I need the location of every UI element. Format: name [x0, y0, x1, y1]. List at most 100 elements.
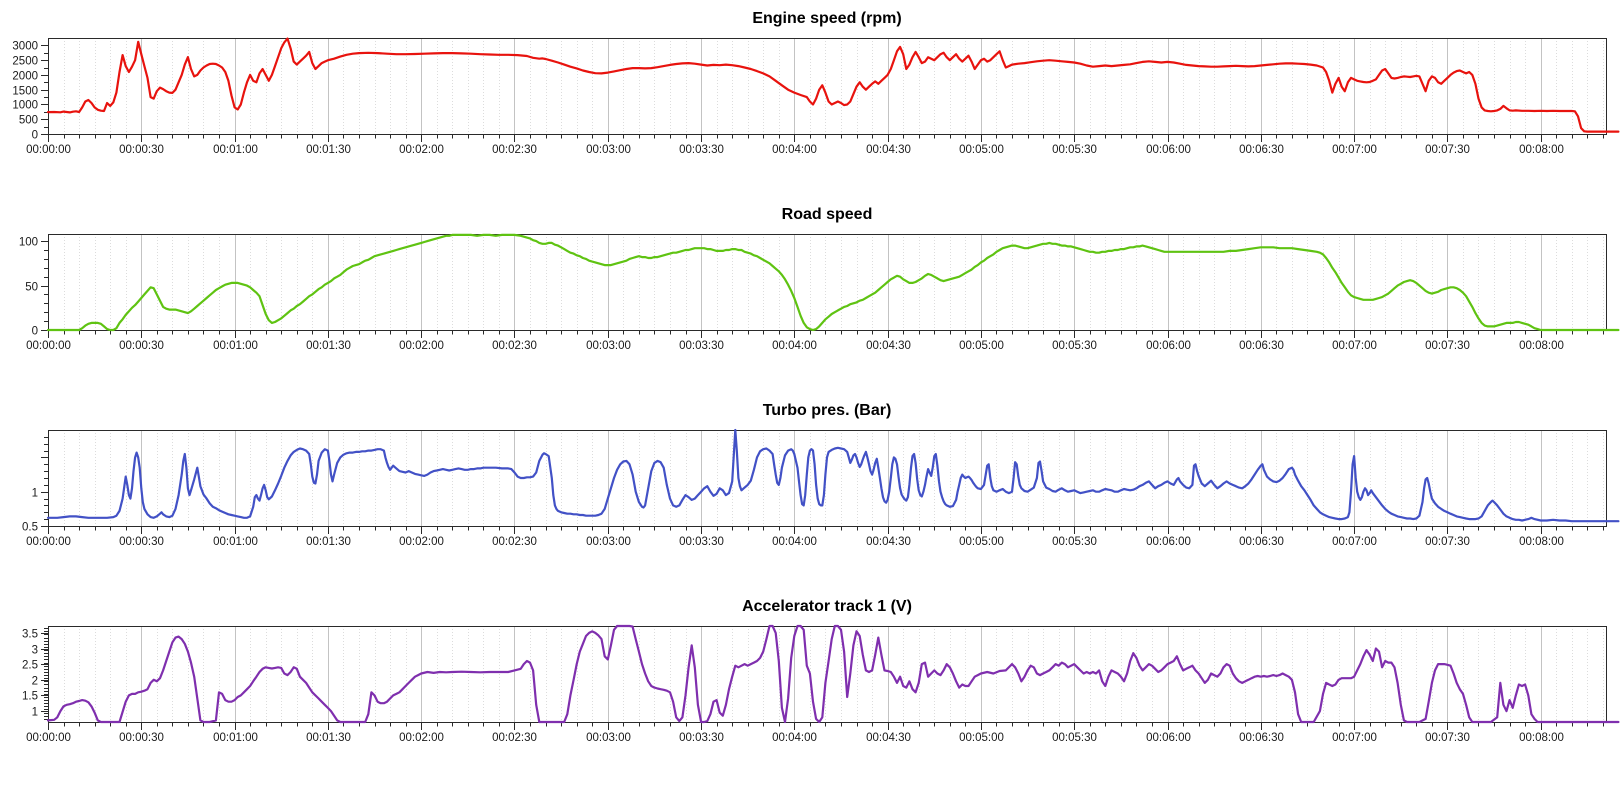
- chart-title-engine-speed: Engine speed (rpm): [752, 10, 902, 27]
- x-tick-label: 00:01:00: [213, 144, 258, 156]
- x-tick-label: 00:00:30: [119, 536, 164, 548]
- x-tick-label: 00:00:00: [26, 732, 71, 744]
- y-tick-label: 0.5: [22, 522, 38, 534]
- axis-ticks: [41, 437, 1604, 534]
- x-tick-label: 00:04:30: [866, 144, 911, 156]
- engine-speed-plot: 00:00:00 00:00:30 00:01:00 00:01:30 00:02:00…: [12, 37, 1620, 157]
- axis-ticks: [41, 45, 1604, 142]
- x-tick-label: 00:05:00: [959, 536, 1004, 548]
- x-tick-label: 00:01:30: [306, 340, 351, 352]
- x-tick-label: 00:06:00: [1146, 340, 1191, 352]
- chart-road-speed: Road speed 00:00:00 00:00:30 00:01:00 00:01…: [0, 202, 1620, 364]
- y-tick-label: 1: [32, 707, 38, 719]
- y-tick-label: 100: [19, 237, 38, 249]
- x-tick-label: 00:03:00: [586, 732, 631, 744]
- minor-gridlines: [64, 430, 1604, 526]
- axis-tick-labels: 00:00:00 00:00:30 00:01:00 00:01:30 00:02:00…: [19, 237, 1564, 353]
- chart-title-accelerator-track: Accelerator track 1 (V): [742, 598, 912, 615]
- x-tick-label: 00:01:00: [213, 732, 258, 744]
- minor-gridlines: [64, 234, 1604, 330]
- x-tick-label: 00:04:00: [772, 732, 817, 744]
- y-tick-label: 2.5: [22, 660, 38, 672]
- x-tick-label: 00:07:30: [1425, 144, 1470, 156]
- y-tick-label: 0: [32, 130, 38, 142]
- x-tick-label: 00:06:00: [1146, 536, 1191, 548]
- y-tick-label: 500: [19, 115, 38, 127]
- x-tick-label: 00:07:30: [1425, 732, 1470, 744]
- y-tick-label: 1: [32, 488, 38, 500]
- chart-stack: Engine speed (rpm) 00:00:00 00:00:30 00:01…: [0, 6, 1620, 756]
- chart-turbo-pressure: Turbo pres. (Bar) 00:00:00 00:00:30 00:01:…: [0, 398, 1620, 560]
- x-tick-label: 00:02:00: [399, 536, 444, 548]
- x-tick-label: 00:08:00: [1519, 340, 1564, 352]
- x-tick-label: 00:06:30: [1239, 732, 1284, 744]
- x-tick-label: 00:05:30: [1052, 732, 1097, 744]
- y-tick-label: 1000: [12, 100, 38, 112]
- x-tick-label: 00:03:00: [586, 144, 631, 156]
- plot-border: [48, 234, 1607, 331]
- x-tick-label: 00:06:00: [1146, 732, 1191, 744]
- y-tick-label: 1.5: [22, 691, 38, 703]
- plot-border: [48, 430, 1607, 527]
- series-line: [46, 37, 1620, 133]
- x-tick-label: 00:07:00: [1332, 340, 1377, 352]
- x-tick-label: 00:05:00: [959, 144, 1004, 156]
- chart-title-turbo-pressure: Turbo pres. (Bar): [762, 402, 892, 419]
- x-tick-label: 00:08:00: [1519, 144, 1564, 156]
- y-tick-label: 3: [32, 645, 38, 657]
- x-tick-label: 00:00:30: [119, 340, 164, 352]
- x-tick-label: 00:07:30: [1425, 340, 1470, 352]
- axis-tick-labels: 00:00:00 00:00:30 00:01:00 00:01:30 00:02:00…: [12, 41, 1563, 157]
- x-tick-label: 00:08:00: [1519, 536, 1564, 548]
- y-tick-label: 3000: [12, 41, 38, 53]
- x-tick-label: 00:01:30: [306, 732, 351, 744]
- page: { "page": {"background": "#ffffff"}, "x_…: [0, 6, 1620, 807]
- x-tick-label: 00:08:00: [1519, 732, 1564, 744]
- series-line: [46, 233, 1620, 332]
- x-tick-label: 00:03:00: [586, 536, 631, 548]
- x-tick-label: 00:02:30: [492, 536, 537, 548]
- y-tick-label: 50: [25, 282, 38, 294]
- y-tick-label: 2: [32, 676, 38, 688]
- x-tick-label: 00:04:30: [866, 536, 911, 548]
- x-tick-label: 00:06:00: [1146, 144, 1191, 156]
- x-tick-label: 00:01:30: [306, 536, 351, 548]
- x-tick-label: 00:04:00: [772, 536, 817, 548]
- x-tick-label: 00:05:00: [959, 340, 1004, 352]
- x-tick-label: 00:00:30: [119, 732, 164, 744]
- chart-engine-speed: Engine speed (rpm) 00:00:00 00:00:30 00:01…: [0, 6, 1620, 168]
- x-tick-label: 00:01:30: [306, 144, 351, 156]
- x-tick-label: 00:02:30: [492, 144, 537, 156]
- x-tick-label: 00:07:30: [1425, 536, 1470, 548]
- series-line: [46, 428, 1620, 523]
- y-tick-label: 2500: [12, 56, 38, 68]
- x-tick-label: 00:07:00: [1332, 536, 1377, 548]
- x-tick-label: 00:05:30: [1052, 340, 1097, 352]
- x-tick-label: 00:07:00: [1332, 732, 1377, 744]
- x-tick-label: 00:06:30: [1239, 340, 1284, 352]
- axis-tick-labels: 00:00:00 00:00:30 00:01:00 00:01:30 00:02:00…: [22, 629, 1564, 745]
- accelerator-track-plot: 00:00:00 00:00:30 00:01:00 00:01:30 00:02:00…: [22, 624, 1620, 745]
- axis-ticks: [41, 628, 1604, 730]
- x-tick-label: 00:04:00: [772, 340, 817, 352]
- x-tick-label: 00:07:00: [1332, 144, 1377, 156]
- axis-ticks: [41, 241, 1604, 338]
- y-tick-label: 2000: [12, 71, 38, 83]
- x-tick-label: 00:02:00: [399, 340, 444, 352]
- major-gridlines: [141, 234, 1542, 330]
- x-tick-label: 00:02:30: [492, 340, 537, 352]
- series-line: [46, 624, 1620, 724]
- x-tick-label: 00:00:00: [26, 340, 71, 352]
- y-tick-label: 3.5: [22, 629, 38, 641]
- x-tick-label: 00:03:30: [679, 536, 724, 548]
- x-tick-label: 00:06:30: [1239, 536, 1284, 548]
- x-tick-label: 00:00:00: [26, 536, 71, 548]
- road-speed-plot: 00:00:00 00:00:30 00:01:00 00:01:30 00:02:00…: [19, 233, 1620, 353]
- x-tick-label: 00:00:30: [119, 144, 164, 156]
- x-tick-label: 00:02:30: [492, 732, 537, 744]
- x-tick-label: 00:03:00: [586, 340, 631, 352]
- plot-border: [48, 626, 1607, 723]
- minor-gridlines: [64, 626, 1604, 722]
- x-tick-label: 00:04:00: [772, 144, 817, 156]
- x-tick-label: 00:01:00: [213, 340, 258, 352]
